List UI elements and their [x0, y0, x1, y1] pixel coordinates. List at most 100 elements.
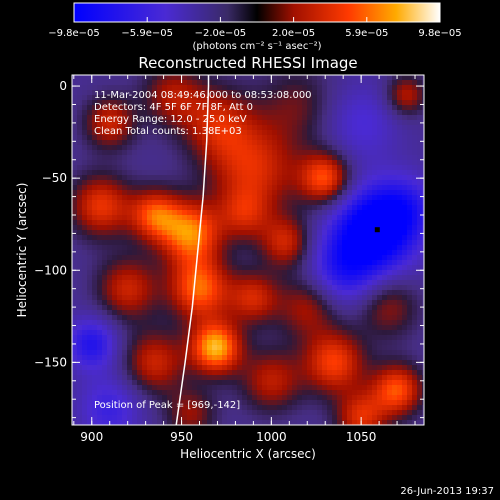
heatmap-cell	[167, 220, 172, 225]
heatmap-cell	[122, 395, 127, 400]
heatmap-cell	[387, 405, 392, 410]
heatmap-cell	[272, 205, 277, 210]
heatmap-cell	[277, 375, 282, 380]
heatmap-cell	[402, 215, 407, 220]
heatmap-cell	[97, 270, 102, 275]
heatmap-cell	[87, 245, 92, 250]
heatmap-cell	[212, 380, 217, 385]
heatmap-cell	[387, 305, 392, 310]
heatmap-cell	[167, 350, 172, 355]
heatmap-cell	[362, 390, 367, 395]
heatmap-cell	[92, 365, 97, 370]
heatmap-cell	[72, 315, 77, 320]
heatmap-cell	[397, 220, 402, 225]
heatmap-cell	[162, 400, 167, 405]
heatmap-cell	[307, 220, 312, 225]
heatmap-cell	[137, 170, 142, 175]
heatmap-cell	[192, 150, 197, 155]
heatmap-cell	[202, 260, 207, 265]
heatmap-cell	[217, 235, 222, 240]
heatmap-cell	[267, 305, 272, 310]
heatmap-cell	[217, 345, 222, 350]
heatmap-cell	[317, 295, 322, 300]
heatmap-cell	[252, 295, 257, 300]
heatmap-cell	[177, 265, 182, 270]
heatmap-cell	[212, 195, 217, 200]
heatmap-cell	[117, 245, 122, 250]
heatmap-cell	[417, 145, 422, 150]
heatmap-cell	[412, 340, 417, 345]
heatmap-cell	[142, 90, 147, 95]
heatmap-cell	[327, 265, 332, 270]
heatmap-cell	[192, 110, 197, 115]
heatmap-cell	[412, 395, 417, 400]
heatmap-cell	[267, 220, 272, 225]
heatmap-cell	[362, 345, 367, 350]
heatmap-cell	[82, 345, 87, 350]
heatmap-cell	[302, 415, 307, 420]
heatmap-cell	[187, 375, 192, 380]
heatmap-cell	[92, 95, 97, 100]
heatmap-cell	[272, 305, 277, 310]
heatmap-cell	[302, 100, 307, 105]
heatmap-cell	[302, 180, 307, 185]
heatmap-cell	[307, 195, 312, 200]
heatmap-cell	[372, 120, 377, 125]
heatmap-cell	[232, 255, 237, 260]
heatmap-cell	[212, 220, 217, 225]
heatmap-cell	[412, 225, 417, 230]
heatmap-cell	[72, 250, 77, 255]
heatmap-cell	[242, 400, 247, 405]
heatmap-cell	[87, 185, 92, 190]
heatmap-cell	[82, 235, 87, 240]
heatmap-cell	[192, 80, 197, 85]
heatmap-cell	[262, 360, 267, 365]
heatmap-cell	[332, 410, 337, 415]
heatmap-cell	[342, 390, 347, 395]
heatmap-cell	[252, 225, 257, 230]
heatmap-cell	[397, 420, 402, 425]
heatmap-cell	[377, 240, 382, 245]
heatmap-cell	[222, 235, 227, 240]
heatmap-cell	[122, 90, 127, 95]
heatmap-cell	[357, 95, 362, 100]
heatmap-cell	[347, 370, 352, 375]
heatmap-cell	[217, 80, 222, 85]
heatmap-cell	[237, 120, 242, 125]
heatmap-cell	[317, 335, 322, 340]
heatmap-cell	[397, 205, 402, 210]
heatmap-cell	[242, 360, 247, 365]
heatmap-cell	[192, 400, 197, 405]
heatmap-cell	[267, 330, 272, 335]
heatmap-cell	[337, 235, 342, 240]
heatmap-cell	[202, 410, 207, 415]
heatmap-cell	[127, 380, 132, 385]
heatmap-cell	[262, 320, 267, 325]
heatmap-cell	[157, 100, 162, 105]
heatmap-cell	[277, 320, 282, 325]
heatmap-cell	[297, 160, 302, 165]
heatmap-cell	[397, 185, 402, 190]
heatmap-cell	[297, 110, 302, 115]
heatmap-cell	[132, 275, 137, 280]
heatmap-cell	[97, 130, 102, 135]
heatmap-cell	[322, 170, 327, 175]
heatmap-cell	[407, 90, 412, 95]
heatmap-cell	[117, 335, 122, 340]
heatmap-cell	[102, 360, 107, 365]
heatmap-cell	[197, 415, 202, 420]
heatmap-cell	[122, 105, 127, 110]
heatmap-cell	[347, 75, 352, 80]
heatmap-cell	[147, 75, 152, 80]
heatmap-cell	[357, 420, 362, 425]
heatmap-cell	[132, 320, 137, 325]
heatmap-cell	[417, 165, 422, 170]
heatmap-cell	[262, 230, 267, 235]
heatmap-cell	[277, 405, 282, 410]
heatmap-cell	[312, 410, 317, 415]
heatmap-cell	[237, 330, 242, 335]
heatmap-cell	[147, 300, 152, 305]
heatmap-cell	[252, 265, 257, 270]
heatmap-cell	[422, 395, 424, 400]
heatmap-cell	[222, 280, 227, 285]
